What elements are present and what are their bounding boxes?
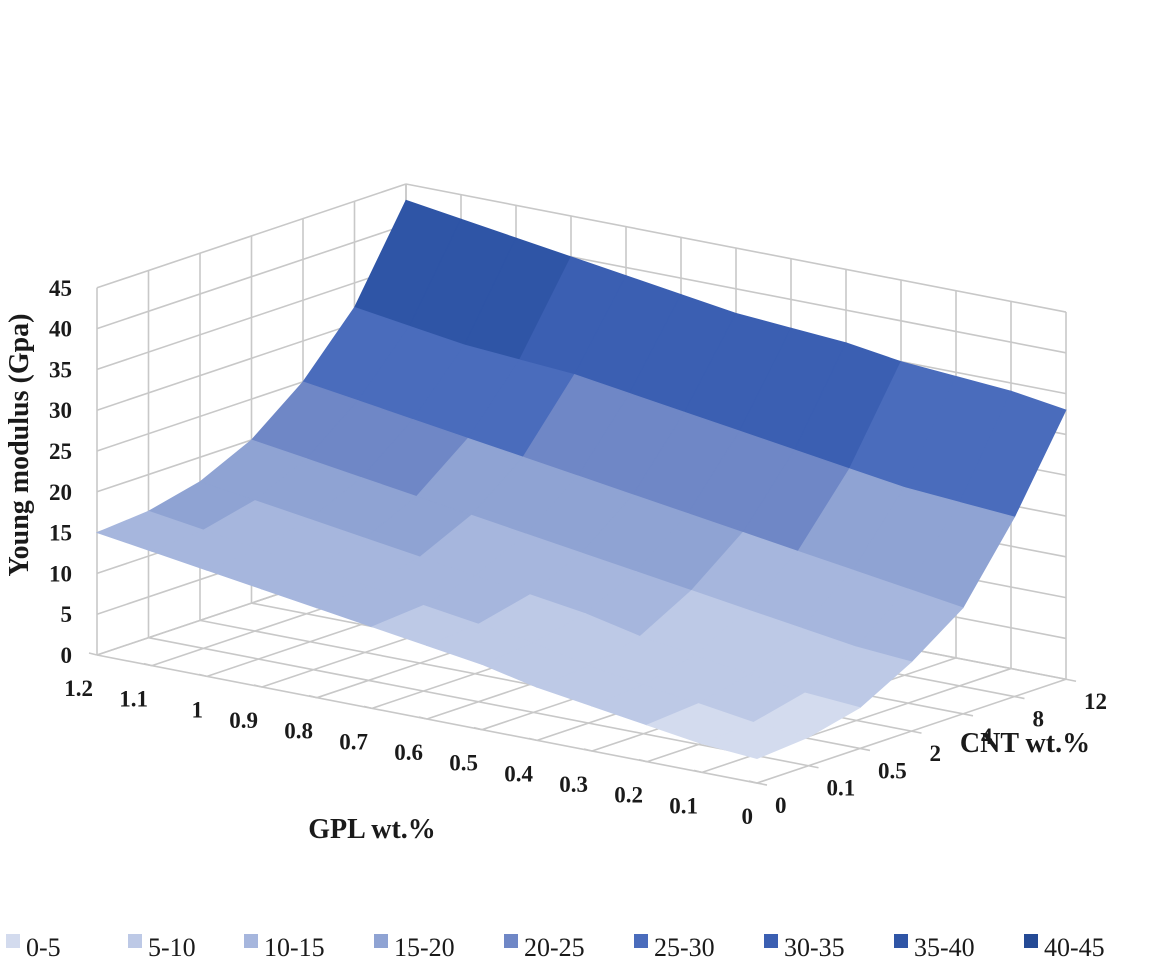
x-tick-mark xyxy=(583,748,593,752)
legend-item: 35-40 xyxy=(894,933,975,962)
legend-item: 40-45 xyxy=(1024,933,1105,962)
z-tick-label: 20 xyxy=(49,480,72,505)
legend-swatch xyxy=(244,934,258,948)
y-tick-label: 0.5 xyxy=(878,758,907,783)
x-tick-label: 0.7 xyxy=(339,729,368,754)
legend-swatch xyxy=(764,934,778,948)
x-tick-mark xyxy=(253,684,263,688)
legend-label: 25-30 xyxy=(654,933,715,962)
x-tick-label: 0.5 xyxy=(449,751,478,776)
x-tick-mark xyxy=(143,662,153,667)
z-axis-title: Young modulus (Gpa) xyxy=(4,314,35,577)
z-tick-label: 40 xyxy=(49,317,72,342)
x-axis-ticks: 1.2 1.1 1 0.9 0.8 0.7 0.6 0.5 0.4 0.3 0.2 0.1 0 xyxy=(64,676,753,829)
legend-label: 5-10 xyxy=(148,933,196,962)
y-tick-label: 0 xyxy=(775,793,787,818)
legend-swatch xyxy=(504,934,518,948)
z-tick-label: 25 xyxy=(49,439,72,464)
y-tick-mark xyxy=(756,782,768,786)
x-tick-label: 1 xyxy=(192,697,204,722)
x-tick-label: 0.9 xyxy=(229,708,258,733)
x-tick-label: 0.3 xyxy=(559,772,588,797)
legend-label: 10-15 xyxy=(264,933,325,962)
y-axis-title: CNT wt.% xyxy=(960,728,1090,759)
legend-swatch xyxy=(6,934,20,948)
x-tick-mark xyxy=(528,737,538,742)
legend-item: 5-10 xyxy=(128,933,196,962)
x-tick-mark xyxy=(418,716,428,720)
z-tick-label: 35 xyxy=(49,357,72,382)
x-tick-label: 0.4 xyxy=(504,761,533,786)
z-tick-label: 5 xyxy=(61,602,73,627)
z-tick-label: 10 xyxy=(49,561,72,586)
legend-swatch xyxy=(634,934,648,948)
legend-label: 40-45 xyxy=(1044,933,1105,962)
y-tick-mark xyxy=(808,764,819,769)
x-axis-title: GPL wt.% xyxy=(308,814,436,845)
y-tick-mark xyxy=(962,713,974,717)
y-tick-mark xyxy=(1065,678,1077,683)
legend-item: 20-25 xyxy=(504,933,585,962)
legend-label: 35-40 xyxy=(914,933,975,962)
x-tick-label: 0 xyxy=(742,804,754,829)
x-tick-mark xyxy=(638,758,648,763)
surface-cell-0-5 xyxy=(700,721,810,760)
x-tick-label: 0.8 xyxy=(284,719,313,744)
y-tick-mark xyxy=(911,730,922,734)
z-tick-label: 30 xyxy=(49,398,72,423)
legend-label: 30-35 xyxy=(784,933,845,962)
z-tick-label: 15 xyxy=(49,521,72,546)
legend-label: 15-20 xyxy=(394,933,455,962)
y-tick-mark xyxy=(1014,695,1025,700)
legend-item: 25-30 xyxy=(634,933,715,962)
y-tick-label: 12 xyxy=(1084,689,1107,714)
legend: 0-5 5-10 10-15 15-20 20-25 25-30 30-35 35-40 40-… xyxy=(6,933,1105,962)
x-tick-mark xyxy=(473,726,483,731)
legend-swatch xyxy=(894,934,908,948)
y-tick-mark xyxy=(859,747,871,752)
legend-label: 20-25 xyxy=(524,933,585,962)
x-tick-label: 0.6 xyxy=(394,740,423,765)
x-tick-label: 0.1 xyxy=(669,793,698,818)
x-tick-label: 1.1 xyxy=(119,687,148,712)
legend-item: 15-20 xyxy=(374,933,455,962)
y-tick-label: 8 xyxy=(1033,707,1045,732)
x-tick-label: 0.2 xyxy=(614,783,643,808)
surface-plot xyxy=(95,199,1067,760)
y-tick-label: 0.1 xyxy=(827,776,856,801)
x-tick-mark xyxy=(363,705,373,710)
x-tick-label: 1.2 xyxy=(64,676,93,701)
legend-item: 0-5 xyxy=(6,933,61,962)
legend-item: 10-15 xyxy=(244,933,325,962)
y-axis-ticks: 0 0.1 0.5 2 4 8 12 xyxy=(775,689,1107,818)
y-tick-label: 2 xyxy=(930,741,942,766)
legend-swatch xyxy=(128,934,142,948)
legend-item: 30-35 xyxy=(764,933,845,962)
z-tick-label: 45 xyxy=(49,276,72,301)
x-tick-mark xyxy=(308,694,318,699)
legend-label: 0-5 xyxy=(26,933,61,962)
y-tick-label: 4 xyxy=(981,724,993,749)
legend-swatch xyxy=(1024,934,1038,948)
x-tick-mark xyxy=(693,769,703,774)
x-tick-mark xyxy=(198,673,208,678)
legend-swatch xyxy=(374,934,388,948)
z-tick-label: 0 xyxy=(61,643,73,668)
z-axis-ticks: 0 5 10 15 20 25 30 35 40 45 xyxy=(49,276,72,668)
x-tick-mark xyxy=(748,780,758,784)
x-tick-mark xyxy=(88,652,98,656)
